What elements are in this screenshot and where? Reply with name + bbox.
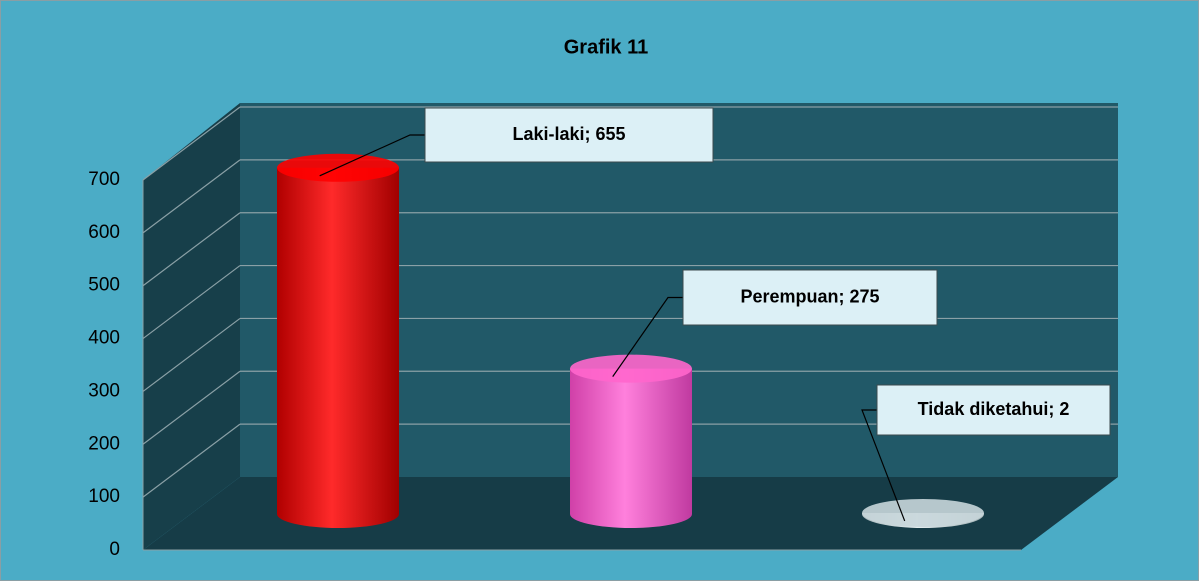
grid-line (142, 423, 241, 498)
grid-line (142, 212, 241, 287)
y-tick-label: 400 (88, 328, 120, 349)
y-tick-label: 0 (109, 539, 120, 560)
y-tick-label: 500 (88, 275, 120, 296)
grid-line (142, 370, 241, 445)
side-wall (143, 103, 240, 550)
data-label-box (424, 107, 714, 163)
leader-line (612, 296, 683, 377)
grid-line (142, 106, 241, 181)
data-label: Laki-laki; 655 (512, 124, 625, 144)
bar-top (570, 354, 692, 383)
y-tick-label: 200 (88, 433, 120, 454)
y-tick-label: 100 (88, 486, 120, 507)
grid-line (142, 265, 241, 340)
leader-line (319, 134, 425, 177)
leader-line (861, 409, 906, 522)
y-tick-label: 600 (88, 222, 120, 243)
data-label: Perempuan; 275 (740, 286, 879, 306)
y-tick-label: 700 (88, 169, 120, 190)
data-label-box (876, 384, 1111, 436)
chart-title: Grafik 11 (564, 36, 649, 58)
y-tick-label: 300 (88, 380, 120, 401)
grid-line (142, 159, 241, 234)
grid-line (142, 317, 241, 392)
data-label-box (682, 269, 938, 326)
bar (277, 167, 399, 529)
bar (570, 368, 692, 528)
data-label: Tidak diketahui; 2 (918, 399, 1070, 419)
bar-top (862, 498, 984, 527)
